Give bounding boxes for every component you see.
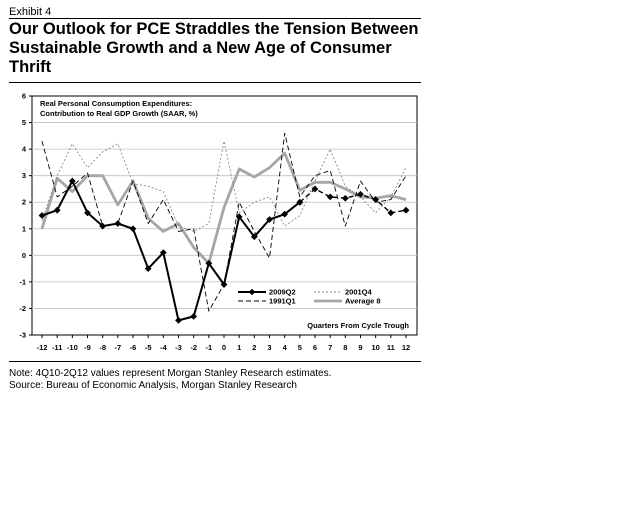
data-point-diamond [53, 206, 61, 214]
chart-headline: Our Outlook for PCE Straddles the Tensio… [9, 20, 419, 76]
source-text: Source: Bureau of Economic Analysis, Mor… [9, 380, 297, 391]
y-tick-label: 4 [22, 145, 27, 154]
data-point-diamond [84, 209, 91, 217]
series-line [41, 180, 301, 322]
data-point-diamond [311, 185, 319, 193]
y-tick-label: -3 [19, 331, 26, 340]
x-tick-label: 8 [343, 343, 347, 352]
x-tick-label: 3 [267, 343, 271, 352]
data-point-diamond [205, 259, 213, 267]
x-tick-label: 4 [283, 343, 288, 352]
plot-area [31, 95, 418, 336]
series-line [41, 140, 407, 232]
data-point-diamond [235, 213, 243, 221]
series-layer [38, 132, 410, 324]
chart-subtitle: Contribution to Real GDP Growth (SAAR, %… [40, 109, 198, 118]
y-axis-ticks: -3 -2 -1 0 1 2 3 4 5 6 [19, 92, 32, 340]
x-axis-ticks: -12 -11 -10 -9 -8 -7 -6 -5 -4 -3 -2 -1 0 1 2 3 4 5 6 7 8 9 10 1… [37, 335, 410, 352]
data-point-diamond [326, 193, 334, 201]
x-tick-label: -9 [84, 343, 91, 352]
x-tick-label: 11 [387, 343, 395, 352]
data-point-diamond [357, 190, 364, 198]
legend-marker [248, 288, 256, 296]
x-tick-label: -3 [175, 343, 182, 352]
x-tick-label: -12 [37, 343, 48, 352]
x-tick-label: -8 [99, 343, 106, 352]
y-tick-label: 2 [22, 198, 26, 207]
y-tick-label: 1 [22, 224, 26, 233]
data-point-diamond [129, 225, 137, 233]
x-axis-title: Quarters From Cycle Trough [307, 321, 409, 330]
data-point-diamond [387, 209, 395, 217]
data-point-diamond [296, 198, 304, 206]
legend-item: Average 8 [314, 297, 381, 306]
x-tick-label: -7 [114, 343, 121, 352]
legend-label: 2009Q2 [269, 288, 296, 297]
title-rule [9, 82, 421, 83]
x-tick-label: 10 [371, 343, 379, 352]
series-2001q4 [41, 140, 407, 232]
x-tick-label: -11 [52, 343, 62, 352]
legend-item: 2009Q2 [238, 288, 296, 297]
legend-label: 1991Q1 [269, 297, 296, 306]
series-line [40, 151, 407, 265]
series-2009q2 [38, 177, 304, 324]
x-tick-label: -1 [205, 343, 212, 352]
data-point-diamond [190, 313, 198, 320]
legend-label: 2001Q4 [345, 288, 373, 297]
data-point-diamond [38, 212, 46, 219]
y-tick-label: 5 [22, 118, 26, 127]
data-point-diamond [402, 206, 410, 214]
legend: 2009Q2 2001Q4 1991Q1 Average 8 [238, 288, 381, 306]
y-tick-label: 3 [22, 171, 26, 180]
data-point-diamond [114, 220, 122, 227]
x-tick-label: 9 [358, 343, 362, 352]
series-2009q2-estimates [296, 185, 410, 217]
legend-item: 1991Q1 [238, 297, 296, 306]
data-point-diamond [159, 249, 167, 257]
x-tick-label: 6 [313, 343, 317, 352]
data-point-diamond [250, 233, 258, 241]
exhibit-label: Exhibit 4 [9, 6, 52, 18]
x-tick-label: 0 [222, 343, 226, 352]
x-tick-label: 5 [298, 343, 302, 352]
series-line [299, 188, 407, 214]
legend-item: 2001Q4 [314, 288, 373, 297]
data-point-diamond [266, 216, 273, 223]
y-tick-label: -1 [19, 277, 26, 286]
footnote: Note: 4Q10-2Q12 values represent Morgan … [9, 368, 331, 392]
data-point-diamond [341, 194, 349, 202]
x-tick-label: 1 [237, 343, 241, 352]
data-point-diamond [144, 265, 152, 273]
data-point-diamond [372, 196, 380, 203]
legend-label: Average 8 [345, 297, 381, 306]
x-tick-label: -2 [190, 343, 197, 352]
x-tick-label: 7 [328, 343, 332, 352]
x-tick-label: -10 [67, 343, 78, 352]
x-tick-label: 12 [402, 343, 410, 352]
data-point-diamond [68, 177, 76, 185]
chart-title: Real Personal Consumption Expenditures: [40, 99, 192, 108]
x-tick-label: -4 [160, 343, 167, 352]
bottom-rule [9, 361, 421, 362]
data-point-diamond [281, 210, 289, 218]
series-average-8 [40, 151, 407, 265]
data-point-diamond [220, 281, 228, 288]
note-text: Note: 4Q10-2Q12 values represent Morgan … [9, 368, 332, 379]
top-rule [9, 18, 421, 19]
y-tick-label: 0 [22, 251, 26, 260]
data-point-diamond [99, 222, 107, 230]
y-tick-label: -2 [19, 304, 26, 313]
y-tick-label: 6 [22, 92, 26, 101]
data-point-diamond [175, 316, 182, 324]
x-tick-label: -5 [145, 343, 152, 352]
x-tick-label: -6 [130, 343, 137, 352]
x-tick-label: 2 [252, 343, 256, 352]
